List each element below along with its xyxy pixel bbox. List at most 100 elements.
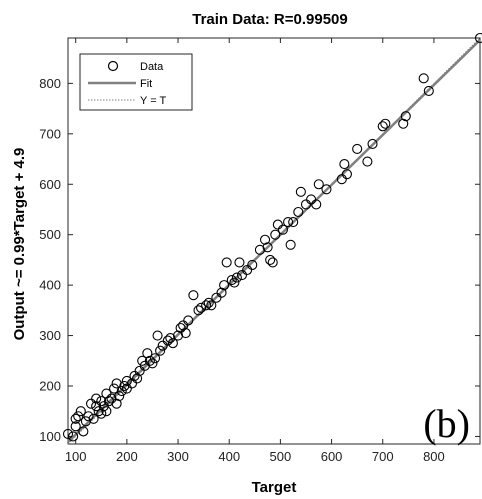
data-point xyxy=(93,406,104,417)
data-point xyxy=(362,156,373,167)
data-point xyxy=(398,118,409,129)
data-point xyxy=(83,411,94,422)
data-point xyxy=(68,431,79,442)
data-point xyxy=(313,179,324,190)
data-point xyxy=(229,277,240,288)
y-tick-label: 500 xyxy=(39,227,61,242)
data-point xyxy=(306,194,317,205)
data-point xyxy=(267,257,278,268)
y-tick-label: 300 xyxy=(39,328,61,343)
data-point xyxy=(196,302,207,313)
data-point xyxy=(155,345,166,356)
data-point xyxy=(203,297,214,308)
data-point xyxy=(201,300,212,311)
data-point xyxy=(152,330,163,341)
data-point xyxy=(193,305,204,316)
data-point xyxy=(132,373,143,384)
x-tick-label: 500 xyxy=(270,449,292,464)
data-point xyxy=(295,186,306,197)
data-point xyxy=(367,138,378,149)
data-point xyxy=(175,322,186,334)
data-point xyxy=(142,348,153,359)
data-point xyxy=(167,338,178,349)
data-point xyxy=(70,413,81,424)
data-point xyxy=(73,411,84,422)
data-point xyxy=(336,174,347,185)
data-point xyxy=(277,224,289,235)
data-point xyxy=(242,264,253,276)
chart-title: Train Data: R=0.99509 xyxy=(192,11,348,28)
data-point xyxy=(98,401,109,412)
data-point xyxy=(183,315,194,326)
data-point xyxy=(75,406,86,417)
x-tick-label: 300 xyxy=(167,449,189,464)
data-point xyxy=(114,391,125,402)
y-tick-label: 700 xyxy=(39,126,61,141)
data-point xyxy=(149,353,161,364)
data-point xyxy=(134,365,145,376)
data-point xyxy=(236,269,248,281)
data-point xyxy=(62,428,74,439)
data-point xyxy=(119,380,130,392)
data-point xyxy=(101,388,112,399)
data-point xyxy=(103,396,114,407)
data-point xyxy=(121,375,132,387)
data-point xyxy=(259,234,271,245)
data-point xyxy=(221,257,232,268)
data-point xyxy=(272,219,283,230)
fit-lines xyxy=(67,37,481,445)
panel-label: (b) xyxy=(423,401,470,446)
y-tick-label: 200 xyxy=(39,379,61,394)
data-point xyxy=(247,259,258,271)
data-point xyxy=(285,239,296,250)
data-point xyxy=(88,413,99,424)
data-point xyxy=(234,257,245,268)
data-point xyxy=(270,229,281,240)
y-tick-label: 600 xyxy=(39,177,61,192)
legend-data-label: Data xyxy=(140,61,164,73)
data-point xyxy=(321,184,332,195)
legend-data-marker xyxy=(107,60,119,72)
data-point xyxy=(78,426,89,437)
x-tick-label: 100 xyxy=(65,449,87,464)
data-point xyxy=(262,242,273,253)
data-point xyxy=(109,383,120,394)
data-point xyxy=(144,355,155,366)
data-point xyxy=(121,383,132,394)
x-tick-label: 200 xyxy=(116,449,138,464)
x-axis-label: Target xyxy=(252,479,297,496)
data-point xyxy=(474,32,482,44)
data-point xyxy=(162,335,173,346)
data-point xyxy=(178,320,189,331)
fit-line xyxy=(67,39,481,443)
data-point xyxy=(91,393,102,404)
data-point xyxy=(265,254,276,265)
data-point xyxy=(254,244,265,255)
data-point xyxy=(111,398,122,409)
x-tick-label: 800 xyxy=(423,449,445,464)
data-point xyxy=(116,385,127,397)
data-point xyxy=(339,159,350,170)
data-point xyxy=(311,199,322,210)
data-points xyxy=(62,32,482,442)
legend-fit-label: Fit xyxy=(140,78,152,90)
data-point xyxy=(172,330,184,341)
data-point xyxy=(400,111,411,122)
y-axis-label: Output ~= 0.99*Target + 4.9 xyxy=(11,148,28,341)
data-point xyxy=(352,143,363,155)
legend: Data Fit Y = T xyxy=(79,53,193,111)
data-point xyxy=(137,355,148,366)
data-point xyxy=(219,280,230,291)
data-point xyxy=(96,396,107,407)
data-point xyxy=(139,360,150,371)
data-point xyxy=(129,370,140,381)
data-point xyxy=(293,206,304,218)
data-point xyxy=(147,358,158,369)
x-tick-label: 400 xyxy=(218,449,240,464)
data-point xyxy=(380,118,391,129)
y-tick-label: 400 xyxy=(39,278,61,293)
data-point xyxy=(126,378,138,389)
data-point xyxy=(96,408,107,419)
data-point xyxy=(157,340,168,351)
data-point xyxy=(70,421,81,432)
